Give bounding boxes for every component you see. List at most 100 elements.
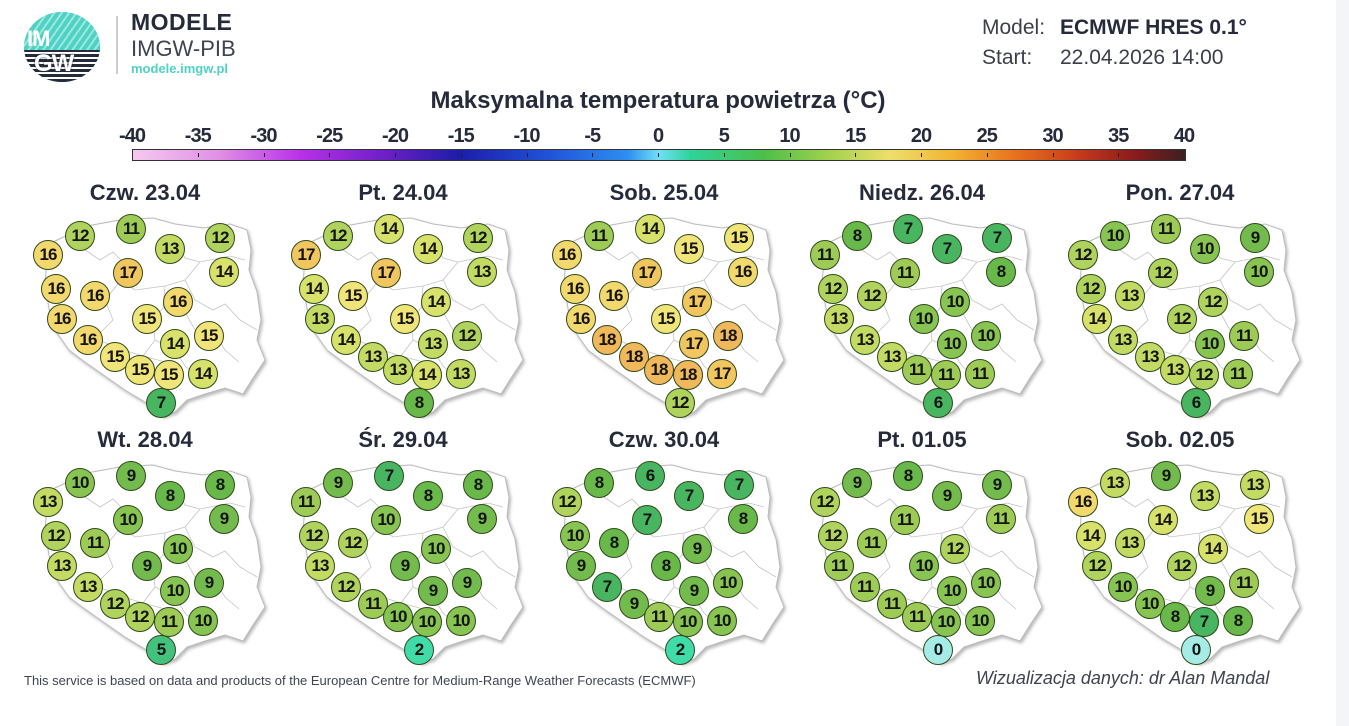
station-temperature-marker: 5 (146, 635, 176, 665)
forecast-panel: Czw. 30.04 12 8 6 7 7 7 8 10 8 9 9 8 9 10 7 9 11 10 10 2 (544, 427, 794, 672)
station-temperature-marker: 17 (291, 240, 321, 270)
forecast-panel: Czw. 23.04 16 12 11 13 12 17 14 16 16 16 16 15 14 15 16… (25, 180, 275, 425)
imgw-logo[interactable]: IM GW (24, 12, 100, 82)
station-temperature-marker: 16 (33, 240, 63, 270)
station-temperature-marker: 13 (1108, 325, 1138, 355)
station-temperature-marker: 12 (205, 223, 235, 253)
station-temperature-marker: 14 (1076, 521, 1106, 551)
station-temperature-marker: 7 (674, 481, 704, 511)
station-temperature-marker: 11 (1229, 321, 1259, 351)
station-temperature-marker: 10 (163, 534, 193, 564)
panel-date-title: Pt. 24.04 (358, 180, 448, 205)
station-temperature-marker: 12 (940, 534, 970, 564)
station-temperature-marker: 13 (1115, 528, 1145, 558)
station-temperature-marker: 7 (724, 470, 754, 500)
logo-text-top: IM (27, 26, 50, 51)
station-temperature-marker: 14 (421, 287, 451, 317)
station-temperature-marker: 10 (113, 505, 143, 535)
station-temperature-marker: 2 (404, 635, 434, 665)
station-temperature-marker: 11 (116, 214, 146, 244)
station-temperature-marker: 14 (412, 360, 442, 390)
brand-url-link[interactable]: modele.imgw.pl (131, 61, 229, 76)
station-temperature-marker: 9 (323, 468, 353, 498)
station-temperature-marker: 18 (673, 360, 703, 390)
station-temperature-marker: 18 (644, 355, 674, 385)
station-temperature-marker: 9 (116, 461, 146, 491)
station-temperature-marker: 10 (412, 607, 442, 637)
station-temperature-marker: 11 (890, 258, 920, 288)
station-temperature-marker: 10 (909, 551, 939, 581)
station-temperature-marker: 10 (1195, 329, 1225, 359)
station-temperature-marker: 13 (877, 342, 907, 372)
panel-date-title: Sob. 02.05 (1125, 427, 1235, 452)
chart-title: Maksymalna temperatura powietrza (°C) (430, 87, 886, 114)
station-temperature-marker: 10 (383, 602, 413, 632)
forecast-panel: Wt. 28.04 13 10 9 8 8 10 9 12 11 10 13 9 10 9 13 12 12 11 1… (25, 427, 275, 672)
station-temperature-marker: 11 (1223, 359, 1253, 389)
station-temperature-marker: 13 (305, 551, 335, 581)
station-temperature-marker: 7 (592, 572, 622, 602)
model-value: ECMWF HRES 0.1° (1060, 16, 1247, 39)
station-temperature-marker: 7 (893, 214, 923, 244)
colorbar-tick-label: -20 (382, 125, 409, 147)
station-temperature-marker: 8 (1160, 602, 1190, 632)
colorbar-tick-label: 30 (1042, 125, 1063, 147)
temperature-colorbar (132, 149, 1186, 161)
colorbar-tick-label: -35 (184, 125, 212, 147)
station-temperature-marker: 9 (679, 576, 709, 606)
page-scrollbar-track[interactable] (1336, 0, 1349, 726)
station-temperature-marker: 15 (651, 304, 681, 334)
station-temperature-marker: 13 (1135, 342, 1165, 372)
station-temperature-marker: 11 (584, 221, 614, 251)
station-temperature-marker: 9 (932, 481, 962, 511)
station-temperature-marker: 11 (902, 355, 932, 385)
logo-divider (116, 16, 118, 74)
start-label: Start: (982, 46, 1033, 69)
colorbar-tick-label: -40 (119, 125, 146, 147)
station-temperature-marker: 9 (982, 470, 1012, 500)
station-temperature-marker: 16 (80, 281, 110, 311)
station-temperature-marker: 12 (463, 223, 493, 253)
colorbar-tick-labels: -40 -35 -30 -25 -20 -15 -10 -5 0 5 10 15 20 25 30 35 40 (113, 125, 1203, 149)
station-temperature-marker: 10 (971, 568, 1001, 598)
station-temperature-marker: 11 (850, 572, 880, 602)
visualization-credit: Wizualizacja danych: dr Alan Mandal (976, 668, 1270, 688)
station-temperature-marker: 16 (73, 325, 103, 355)
station-temperature-marker: 11 (1151, 214, 1181, 244)
station-temperature-marker: 9 (1240, 223, 1270, 253)
station-temperature-marker: 16 (566, 304, 596, 334)
station-temperature-marker: 9 (1195, 576, 1225, 606)
colorbar-tick-label: 35 (1108, 125, 1129, 147)
start-value: 22.04.2026 14:00 (1060, 46, 1224, 69)
panel-date-title: Czw. 23.04 (89, 180, 201, 205)
station-temperature-marker: 6 (635, 461, 665, 491)
colorbar-tick-label: 15 (845, 125, 866, 147)
start-info: Start: 22.04.2026 14:00 (982, 46, 1224, 70)
station-temperature-marker: 8 (599, 528, 629, 558)
station-temperature-marker: 10 (1100, 221, 1130, 251)
station-temperature-marker: 11 (644, 602, 674, 632)
station-temperature-marker: 14 (188, 359, 218, 389)
colorbar-tick-label: 25 (976, 125, 998, 147)
station-temperature-marker: 10 (965, 606, 995, 636)
station-temperature-marker: 8 (463, 470, 493, 500)
station-temperature-marker: 2 (665, 635, 695, 665)
forecast-panel: Pon. 27.04 12 10 11 10 9 12 10 12 13 12 14 12 10 11 13 1… (1060, 180, 1310, 425)
forecast-panel: Sob. 25.04 16 11 14 15 15 17 16 16 16 17 16 15 17 18 18… (544, 180, 794, 425)
station-temperature-marker: 12 (810, 487, 840, 517)
colorbar-tick-label: 5 (718, 125, 730, 147)
colorbar-tick-label: 20 (910, 125, 932, 147)
forecast-panel: Pt. 01.05 12 9 8 9 9 11 11 12 11 12 11 10 10 10 11 11 11 1… (802, 427, 1052, 672)
station-temperature-marker: 11 (80, 528, 110, 558)
station-temperature-marker: 6 (1181, 388, 1211, 418)
station-temperature-marker: 10 (937, 576, 967, 606)
station-temperature-marker: 8 (205, 470, 235, 500)
station-temperature-marker: 12 (452, 321, 482, 351)
station-temperature-marker: 8 (404, 388, 434, 418)
model-info: Model: ECMWF HRES 0.1° (982, 16, 1247, 40)
forecast-panel: Niedz. 26.04 11 8 7 7 7 11 8 12 12 10 13 10 10 10 13 13 1… (802, 180, 1052, 425)
station-temperature-marker: 10 (909, 304, 939, 334)
logo-waves (24, 50, 100, 82)
station-temperature-marker: 11 (965, 359, 995, 389)
station-temperature-marker: 13 (1100, 468, 1130, 498)
